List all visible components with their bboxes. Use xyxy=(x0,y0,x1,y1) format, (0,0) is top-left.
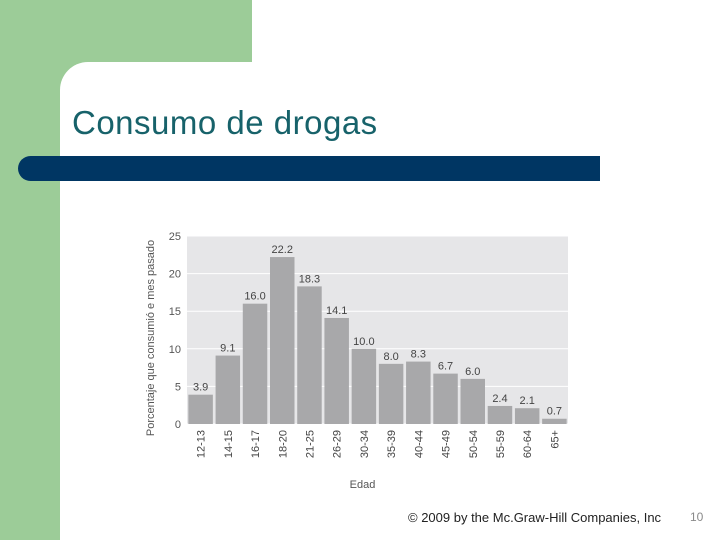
bar-value-label: 8.3 xyxy=(411,349,426,361)
y-tick-labels: 0 5 10 15 20 25 xyxy=(169,231,181,431)
bar-chart: 0 5 10 15 20 25 3.9 9.1 16.0 22.2 18.3 14.1 10.0 8.0… xyxy=(145,231,568,491)
bar xyxy=(215,355,241,424)
bar-value-label: 9.1 xyxy=(220,343,235,355)
x-tick-label: 12-13 xyxy=(196,430,208,458)
page-number: 10 xyxy=(690,510,704,524)
bar-value-label: 6.0 xyxy=(465,366,480,378)
x-tick-label: 55-59 xyxy=(495,430,507,458)
slide-title: Consumo de drogas xyxy=(72,104,378,141)
y-tick-label: 15 xyxy=(169,306,181,318)
x-tick-label: 65+ xyxy=(549,430,561,449)
y-tick-label: 0 xyxy=(175,419,181,431)
x-tick-label: 40-44 xyxy=(413,430,425,458)
bar xyxy=(433,373,458,424)
x-tick-label: 45-49 xyxy=(441,430,453,458)
y-tick-label: 25 xyxy=(169,231,181,243)
x-tick-label: 16-17 xyxy=(250,430,262,458)
x-tick-label: 30-34 xyxy=(359,430,371,458)
bar-value-label: 16.0 xyxy=(244,291,265,303)
bar-value-label: 6.7 xyxy=(438,361,453,373)
bar xyxy=(324,317,349,424)
bar xyxy=(270,257,295,424)
x-tick-label: 50-54 xyxy=(468,430,480,458)
bar-value-label: 2.4 xyxy=(492,393,507,405)
y-tick-label: 10 xyxy=(169,344,181,356)
bar-value-label: 0.7 xyxy=(547,406,562,418)
y-tick-label: 20 xyxy=(169,269,181,281)
bar-value-label: 14.1 xyxy=(326,305,347,317)
bar-value-label: 8.0 xyxy=(383,351,398,363)
bars: 3.9 9.1 16.0 22.2 18.3 14.1 10.0 8.0 8.3 6.7 6.0 2.… xyxy=(188,244,567,424)
bar-value-label: 10.0 xyxy=(353,336,374,348)
bar-value-label: 18.3 xyxy=(299,273,320,285)
y-tick-label: 5 xyxy=(175,381,181,393)
bar xyxy=(378,363,404,424)
bar xyxy=(188,394,213,424)
bar-value-label: 3.9 xyxy=(193,382,208,394)
x-tick-labels: 12-13 14-15 16-17 18-20 21-25 26-29 30-34 35-39… xyxy=(196,430,562,458)
copyright-notice: © 2009 by the Mc.Graw-Hill Companies, In… xyxy=(408,510,662,525)
x-tick-label: 35-39 xyxy=(386,430,398,458)
bar xyxy=(242,303,268,424)
x-tick-label: 21-25 xyxy=(304,430,316,458)
bar xyxy=(351,348,377,424)
y-axis-label: Porcentaje que consumió e mes pasado xyxy=(145,240,157,436)
bar-value-label: 2.1 xyxy=(520,395,535,407)
bar xyxy=(542,418,567,424)
x-tick-label: 18-20 xyxy=(277,430,289,458)
bar xyxy=(460,378,485,424)
bar xyxy=(487,405,513,424)
x-axis-label: Edad xyxy=(350,479,376,491)
bar xyxy=(514,408,540,424)
x-tick-label: 14-15 xyxy=(223,430,235,458)
bar-value-label: 22.2 xyxy=(272,244,293,256)
title-underline-bar xyxy=(18,156,600,181)
bar xyxy=(406,361,431,424)
x-tick-label: 60-64 xyxy=(522,430,534,458)
x-tick-label: 26-29 xyxy=(332,430,344,458)
bar xyxy=(297,286,322,424)
